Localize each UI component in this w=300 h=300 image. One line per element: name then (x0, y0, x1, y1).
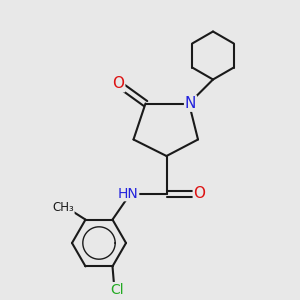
Text: O: O (194, 186, 206, 201)
Text: CH₃: CH₃ (52, 201, 74, 214)
Text: HN: HN (118, 187, 139, 200)
Text: O: O (112, 76, 124, 92)
Text: Cl: Cl (110, 283, 124, 297)
Text: N: N (185, 96, 196, 111)
